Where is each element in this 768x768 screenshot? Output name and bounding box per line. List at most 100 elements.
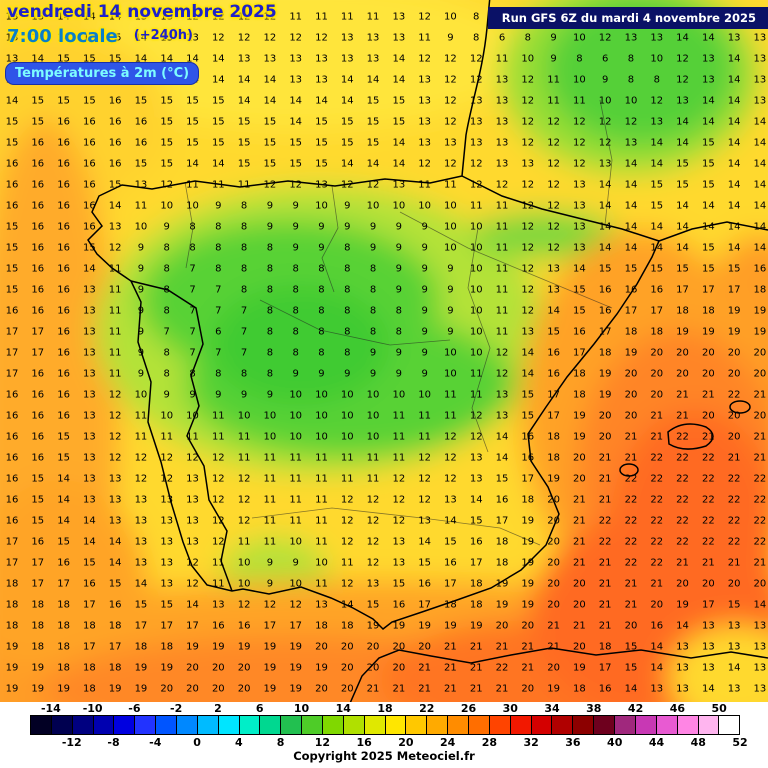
temp-value: 13 <box>547 284 560 296</box>
temp-value: 21 <box>444 662 457 674</box>
temp-value: 7 <box>240 305 248 317</box>
temp-value: 11 <box>444 179 457 191</box>
temp-value: 11 <box>237 179 251 191</box>
colorbar-label: 50 <box>711 702 727 715</box>
temp-value: 13 <box>134 515 148 527</box>
temp-value: 21 <box>495 641 509 653</box>
temp-value: 21 <box>495 683 509 695</box>
temp-value: 22 <box>727 515 741 527</box>
temp-value: 13 <box>160 578 174 590</box>
temp-value: 11 <box>315 11 328 23</box>
temp-value: 16 <box>5 179 19 191</box>
temp-value: 8 <box>369 284 377 296</box>
temp-value: 13 <box>82 368 96 380</box>
temp-value: 11 <box>315 473 328 485</box>
temp-value: 12 <box>469 74 483 86</box>
temp-value: 12 <box>598 116 612 128</box>
temp-value: 18 <box>160 641 174 653</box>
temp-value: 12 <box>444 116 457 128</box>
temp-value: 8 <box>292 305 299 317</box>
temp-value: 10 <box>573 32 586 44</box>
temp-value: 13 <box>495 137 509 149</box>
colorbar-label: 36 <box>565 736 581 749</box>
temp-value: 13 <box>134 179 148 191</box>
temp-value: 8 <box>266 284 274 296</box>
temp-value: 12 <box>521 137 535 149</box>
temp-value: 8 <box>240 284 248 296</box>
temp-value: 13 <box>573 200 586 212</box>
temp-value: 14 <box>624 179 638 191</box>
temp-value: 12 <box>418 452 431 464</box>
temp-value: 18 <box>469 578 483 590</box>
temp-value: 11 <box>263 452 277 464</box>
africa-coastline <box>349 647 768 702</box>
temp-value: 11 <box>366 452 380 464</box>
temp-value: 18 <box>31 599 45 611</box>
temp-value: 11 <box>340 452 354 464</box>
temp-value: 14 <box>289 116 303 128</box>
temp-value: 12 <box>340 515 354 527</box>
temp-value: 12 <box>340 578 354 590</box>
temp-value: 15 <box>701 137 715 149</box>
parameter-label: Températures à 2m (°C) <box>5 62 200 85</box>
temp-value: 8 <box>163 242 170 254</box>
temp-value: 12 <box>366 494 380 506</box>
temp-value: 21 <box>521 662 535 674</box>
temp-value: 20 <box>392 662 406 674</box>
temp-value: 12 <box>392 515 406 527</box>
temp-value: 9 <box>292 557 299 569</box>
temp-value: 10 <box>263 431 277 443</box>
temp-value: 20 <box>547 494 560 506</box>
temp-value: 13 <box>573 242 586 254</box>
temp-value: 22 <box>753 515 767 527</box>
temp-value: 19 <box>495 578 509 590</box>
temp-value: 20 <box>237 662 251 674</box>
temp-value: 12 <box>186 578 199 590</box>
temp-value: 11 <box>211 578 225 590</box>
temp-value: 16 <box>57 221 70 233</box>
temp-value: 14 <box>727 74 741 86</box>
temp-value: 12 <box>186 11 199 23</box>
temp-value: 10 <box>469 305 483 317</box>
temp-value: 13 <box>160 536 174 548</box>
temp-value: 19 <box>57 683 70 695</box>
temp-value: 13 <box>727 620 741 632</box>
temp-value: 14 <box>727 179 741 191</box>
temp-value: 15 <box>211 137 225 149</box>
colorbar-label: 14 <box>335 702 351 715</box>
temp-value: 14 <box>108 536 122 548</box>
temp-value: 13 <box>134 11 148 23</box>
temp-value: 9 <box>395 221 403 233</box>
temp-value: 12 <box>598 32 612 44</box>
temp-value: 18 <box>57 599 70 611</box>
temp-value: 14 <box>57 515 70 527</box>
temp-value: 20 <box>547 536 560 548</box>
temp-value: 12 <box>573 116 586 128</box>
temp-value: 13 <box>366 53 380 65</box>
temp-value: 13 <box>753 620 767 632</box>
temp-value: 16 <box>57 200 70 212</box>
temp-value: 12 <box>237 11 251 23</box>
temp-value: 10 <box>392 389 406 401</box>
temp-value: 11 <box>315 536 328 548</box>
temp-value: 10 <box>469 242 483 254</box>
temp-value: 9 <box>369 368 377 380</box>
temp-value: 20 <box>727 410 741 422</box>
temp-value: 8 <box>318 263 325 275</box>
temp-value: 10 <box>160 410 174 422</box>
temp-value: 21 <box>598 578 612 590</box>
temp-value: 11 <box>108 347 122 359</box>
temp-value: 15 <box>701 263 715 275</box>
temp-value: 20 <box>701 578 715 590</box>
temp-value: 15 <box>650 179 664 191</box>
temp-value: 13 <box>82 431 96 443</box>
temp-value: 11 <box>495 305 509 317</box>
temp-value: 15 <box>134 158 148 170</box>
temp-value: 12 <box>521 263 535 275</box>
temp-value: 22 <box>727 494 741 506</box>
temp-value: 22 <box>676 473 689 485</box>
temp-value: 9 <box>266 200 274 212</box>
temp-value: 19 <box>134 662 148 674</box>
temp-value: 20 <box>495 620 509 632</box>
colorbar-cell <box>114 716 136 734</box>
